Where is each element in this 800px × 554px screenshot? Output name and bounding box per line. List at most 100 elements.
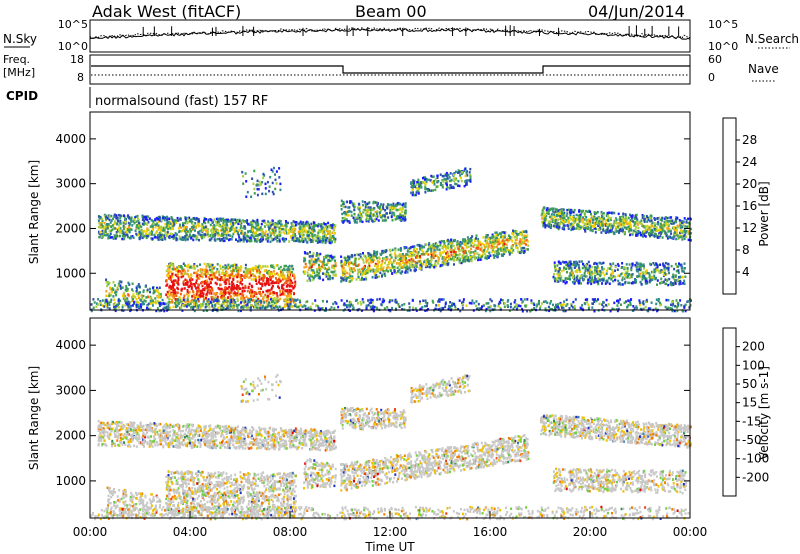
power-cell bbox=[237, 303, 240, 307]
power-cell bbox=[248, 223, 251, 226]
power-cell bbox=[271, 219, 274, 222]
power-cell bbox=[419, 255, 421, 258]
power-cell bbox=[206, 291, 209, 294]
power-cell bbox=[105, 278, 108, 281]
power-cell bbox=[321, 263, 324, 266]
power-cell bbox=[411, 245, 414, 248]
power-cell bbox=[158, 215, 161, 219]
power-cell bbox=[676, 217, 679, 220]
power-cell bbox=[662, 227, 665, 230]
power-cell bbox=[427, 189, 430, 192]
power-cell bbox=[416, 256, 419, 259]
power-cell bbox=[457, 184, 459, 187]
power-cell bbox=[341, 212, 344, 216]
power-cell bbox=[212, 226, 214, 229]
power-cell bbox=[498, 239, 501, 243]
power-cell bbox=[318, 277, 321, 280]
power-cell bbox=[254, 234, 257, 237]
power-cell bbox=[597, 216, 600, 220]
power-cell bbox=[289, 294, 292, 297]
power-cell bbox=[239, 280, 242, 284]
power-cell bbox=[333, 264, 336, 268]
power-cell bbox=[401, 210, 404, 213]
power-cell bbox=[437, 259, 440, 262]
power-cell bbox=[519, 233, 522, 236]
power-cell bbox=[147, 215, 150, 218]
power-cell bbox=[430, 247, 433, 251]
power-cell bbox=[447, 239, 450, 242]
power-cell bbox=[560, 208, 563, 211]
power-cell bbox=[460, 172, 463, 176]
power-cell bbox=[201, 223, 204, 226]
power-cell bbox=[225, 223, 228, 227]
power-cell bbox=[497, 233, 500, 237]
power-cell bbox=[97, 219, 100, 222]
power-cell bbox=[292, 267, 295, 271]
power-cell bbox=[646, 220, 649, 223]
power-cell bbox=[171, 298, 173, 302]
power-cell bbox=[625, 216, 628, 219]
power-cell bbox=[403, 216, 406, 219]
power-cell bbox=[506, 246, 509, 250]
power-cell bbox=[567, 224, 569, 228]
power-cell bbox=[190, 274, 193, 277]
power-cell bbox=[190, 218, 193, 221]
power-cell bbox=[446, 183, 448, 186]
power-cell bbox=[187, 230, 189, 233]
power-cell bbox=[222, 295, 225, 298]
power-cell bbox=[253, 299, 256, 302]
power-cell bbox=[388, 261, 390, 264]
power-cell bbox=[400, 256, 403, 259]
power-cell bbox=[286, 275, 289, 278]
power-cell bbox=[388, 248, 391, 252]
power-cell bbox=[139, 291, 141, 294]
power-cell bbox=[137, 304, 139, 307]
power-cell bbox=[385, 255, 388, 259]
power-cell bbox=[380, 203, 382, 206]
power-cell bbox=[127, 221, 130, 225]
power-cell bbox=[313, 276, 316, 280]
power-cell bbox=[372, 268, 375, 271]
power-cell bbox=[188, 216, 191, 220]
power-cell bbox=[345, 279, 348, 282]
power-cell bbox=[404, 271, 407, 274]
power-cell bbox=[646, 224, 649, 228]
power-cell bbox=[127, 235, 129, 239]
power-cell bbox=[349, 269, 352, 273]
power-cell bbox=[411, 265, 414, 269]
power-cell bbox=[344, 269, 347, 273]
power-cell bbox=[435, 264, 438, 268]
power-cell bbox=[251, 273, 254, 276]
power-cell bbox=[316, 270, 319, 273]
power-cell bbox=[172, 265, 175, 269]
power-cell bbox=[402, 214, 404, 218]
power-cell bbox=[389, 268, 392, 272]
power-cell bbox=[230, 291, 233, 294]
power-cell bbox=[450, 246, 453, 250]
power-cell bbox=[271, 280, 274, 283]
power-cell bbox=[334, 240, 336, 244]
power-cell bbox=[279, 234, 282, 237]
power-cell bbox=[427, 260, 430, 264]
power-cell bbox=[352, 216, 355, 219]
power-cell bbox=[261, 284, 264, 288]
power-cell bbox=[439, 244, 442, 247]
power-cell bbox=[429, 179, 432, 182]
power-cell bbox=[204, 225, 207, 229]
power-cell bbox=[266, 277, 268, 280]
power-cell bbox=[169, 306, 171, 309]
power-cell bbox=[263, 282, 266, 286]
power-cell bbox=[198, 294, 201, 297]
power-cell bbox=[461, 246, 464, 249]
power-cell bbox=[327, 277, 330, 281]
power-cell bbox=[341, 271, 344, 274]
power-cell bbox=[556, 223, 559, 226]
power-cell bbox=[321, 240, 324, 244]
power-cell bbox=[220, 296, 222, 299]
power-cell bbox=[185, 282, 187, 285]
power-cell bbox=[232, 223, 235, 227]
power-cell bbox=[598, 228, 601, 231]
power-cell bbox=[443, 259, 445, 262]
power-cell bbox=[492, 253, 495, 257]
power-cell bbox=[108, 235, 111, 238]
